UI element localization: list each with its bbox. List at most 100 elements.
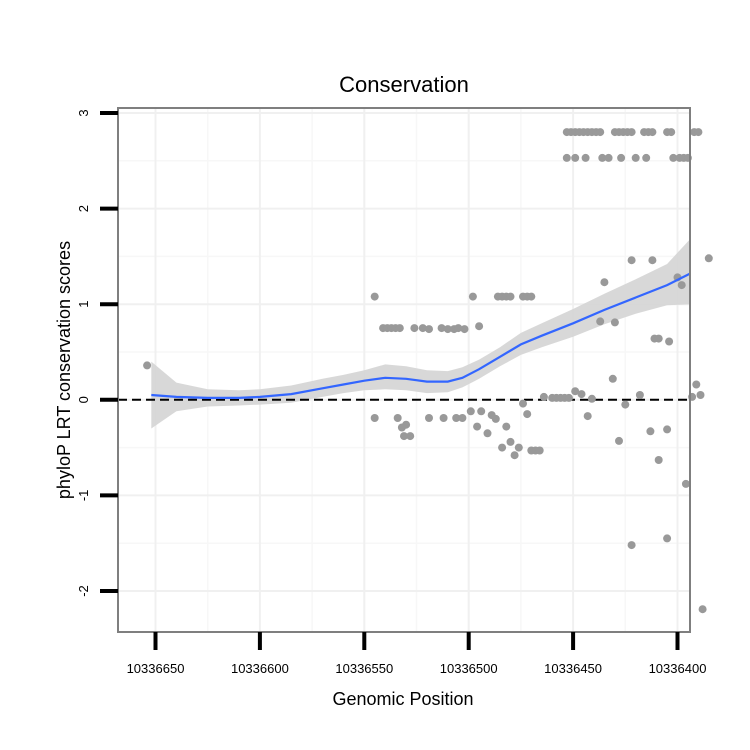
data-point xyxy=(627,541,636,550)
y-tick-label: -2 xyxy=(76,585,91,597)
y-tick-label: 3 xyxy=(76,109,91,116)
data-point xyxy=(514,443,523,452)
data-point xyxy=(615,436,623,445)
data-point xyxy=(437,324,446,333)
data-point xyxy=(498,443,507,452)
data-point xyxy=(527,292,536,301)
y-tick-label: -1 xyxy=(76,490,91,502)
data-point xyxy=(562,153,571,162)
data-point xyxy=(535,446,544,455)
data-point xyxy=(564,393,573,402)
x-tick-label: 10336450 xyxy=(544,661,602,676)
data-point xyxy=(473,422,482,431)
data-point xyxy=(704,254,713,263)
y-tick-label: 0 xyxy=(76,396,91,403)
data-point xyxy=(460,325,469,334)
x-tick-label: 10336650 xyxy=(127,661,185,676)
data-point xyxy=(443,325,452,334)
data-point xyxy=(143,361,152,370)
x-tick-label: 10336500 xyxy=(440,661,498,676)
data-point xyxy=(393,414,402,422)
data-point xyxy=(596,317,605,326)
data-point xyxy=(631,153,640,162)
data-point xyxy=(642,153,651,162)
x-axis-title: Genomic Position xyxy=(332,689,473,709)
data-point xyxy=(581,153,590,162)
data-point xyxy=(654,456,663,464)
data-point xyxy=(663,425,672,434)
data-point xyxy=(648,256,657,265)
confidence-ribbon-layer xyxy=(151,239,691,429)
data-point xyxy=(506,437,515,446)
data-point xyxy=(468,292,477,301)
y-tick-label: 2 xyxy=(76,205,91,212)
data-point xyxy=(665,337,674,346)
data-point xyxy=(667,128,676,137)
panel-border xyxy=(117,107,691,633)
data-point xyxy=(669,153,678,162)
data-point xyxy=(418,324,427,333)
data-point xyxy=(370,292,379,301)
data-point xyxy=(635,391,644,399)
data-point xyxy=(510,451,519,460)
smooth-fit-line xyxy=(151,272,691,399)
data-point xyxy=(598,153,607,162)
data-point xyxy=(439,414,448,422)
data-point xyxy=(604,153,613,162)
data-point xyxy=(627,256,636,265)
smooth-line-layer xyxy=(151,272,691,399)
data-point xyxy=(596,128,605,137)
data-point xyxy=(425,414,433,422)
data-point xyxy=(698,605,707,614)
data-point xyxy=(646,427,655,436)
x-tick-label: 10336600 xyxy=(231,661,289,676)
data-point xyxy=(617,153,626,162)
data-point xyxy=(600,278,609,287)
axes-layer: 10336650 10336600 10336550 10336500 10336450… xyxy=(76,109,706,676)
data-point xyxy=(583,412,592,421)
data-point xyxy=(491,414,500,423)
data-point xyxy=(475,322,484,331)
y-tick-label: 1 xyxy=(76,301,91,308)
data-point xyxy=(402,420,411,429)
data-point xyxy=(477,407,486,416)
data-point xyxy=(539,392,548,401)
data-point xyxy=(466,407,475,416)
data-point xyxy=(395,324,404,333)
data-point xyxy=(577,390,586,399)
data-point xyxy=(692,380,701,389)
data-point xyxy=(677,281,686,290)
data-point xyxy=(506,292,515,301)
data-point xyxy=(410,324,419,333)
data-point xyxy=(519,399,527,408)
data-point xyxy=(663,534,672,543)
data-point xyxy=(694,128,703,137)
data-point xyxy=(370,414,379,422)
data-point xyxy=(483,429,492,438)
data-point xyxy=(571,153,580,162)
data-point xyxy=(608,374,617,383)
data-point xyxy=(654,334,663,343)
data-point xyxy=(610,318,619,327)
y-axis-title: phyloP LRT conservation scores xyxy=(54,241,74,499)
data-point xyxy=(454,324,463,333)
data-point xyxy=(458,414,467,422)
data-point xyxy=(681,479,690,488)
points-layer xyxy=(143,128,713,614)
data-point xyxy=(400,432,408,441)
x-tick-label: 10336400 xyxy=(649,661,707,676)
data-point xyxy=(406,432,415,441)
data-point xyxy=(648,128,657,137)
data-point xyxy=(502,422,511,431)
chart-title: Conservation xyxy=(339,72,469,97)
data-point xyxy=(425,325,433,334)
data-point xyxy=(621,400,630,409)
data-point xyxy=(452,414,461,422)
data-point xyxy=(523,410,532,419)
confidence-ribbon xyxy=(151,239,691,429)
data-point xyxy=(571,387,580,396)
data-point xyxy=(587,394,596,403)
data-point xyxy=(696,391,705,399)
x-tick-label: 10336550 xyxy=(335,661,393,676)
